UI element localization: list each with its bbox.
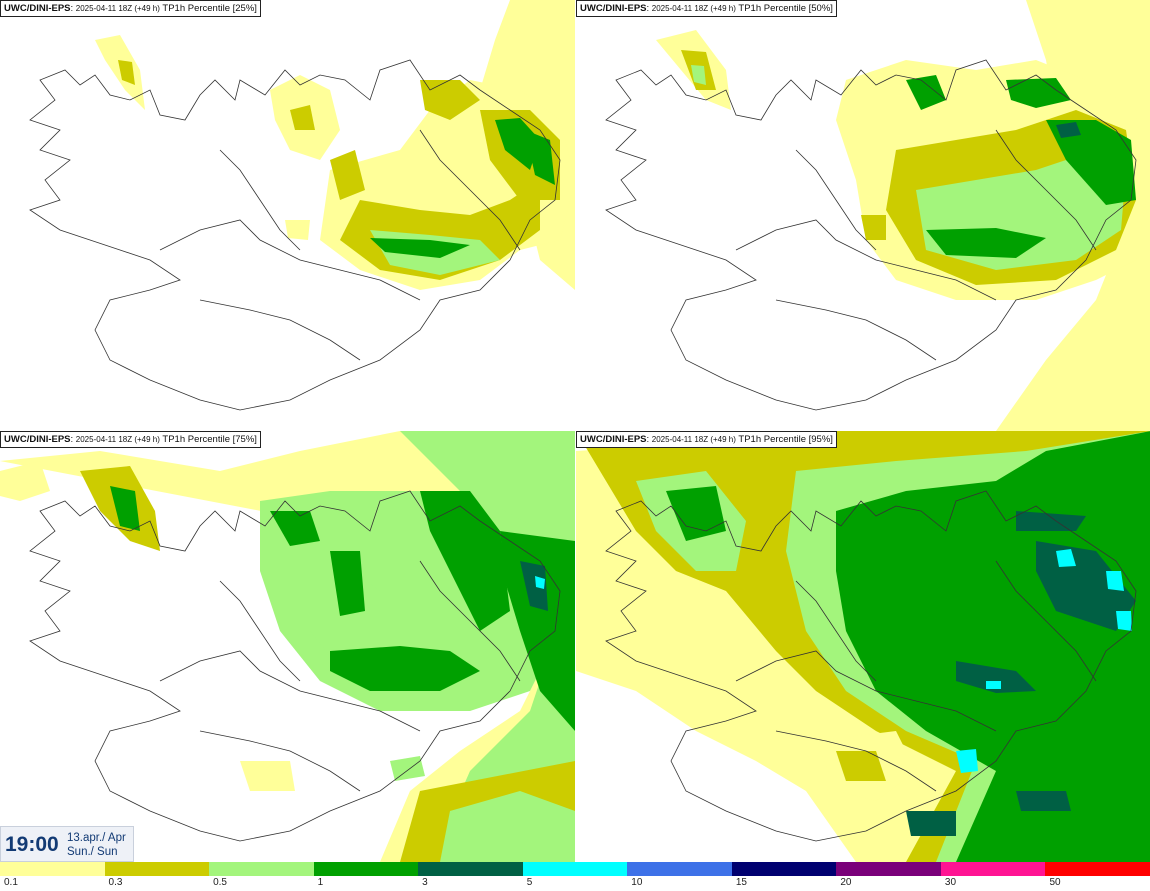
panel-title: UWC/DINI-EPS: 2025-04-11 18Z (+49 h) TP1…: [0, 431, 261, 448]
legend-swatch: [104, 862, 210, 876]
legend-swatch: [313, 862, 419, 876]
coastline: [29, 490, 561, 842]
legend-label: 20: [840, 877, 852, 888]
valid-time-box: 19:00 13.apr./ Apr Sun./ Sun: [0, 826, 134, 862]
valid-date: 13.apr./ Apr Sun./ Sun: [67, 831, 126, 859]
field-label: TP1h Percentile [75%]: [162, 434, 257, 445]
map-canvas: [576, 431, 1150, 862]
run-time: 2025-04-11 18Z (+49 h): [651, 4, 736, 13]
model-name: UWC/DINI-EPS: [580, 3, 647, 14]
legend-label: 10: [631, 877, 643, 888]
map-canvas: [0, 431, 575, 862]
panel-title: UWC/DINI-EPS: 2025-04-11 18Z (+49 h) TP1…: [576, 0, 837, 17]
run-time: 2025-04-11 18Z (+49 h): [75, 435, 160, 444]
color-legend-labels: 0.1 0.3 0.5 1 3 5 10 15 20 30 50: [0, 876, 1150, 891]
valid-day-line: Sun./ Sun: [67, 846, 118, 858]
legend-label: 3: [422, 877, 428, 888]
legend-label: 0.1: [4, 877, 18, 888]
legend-swatch: [836, 862, 941, 876]
legend-swatch: [940, 862, 1046, 876]
run-time: 2025-04-11 18Z (+49 h): [75, 4, 160, 13]
field-label: TP1h Percentile [25%]: [162, 3, 257, 14]
coastline: [605, 59, 1137, 411]
field-label: TP1h Percentile [95%]: [738, 434, 833, 445]
panel-title: UWC/DINI-EPS: 2025-04-11 18Z (+49 h) TP1…: [576, 431, 837, 448]
legend-swatch: [522, 862, 628, 876]
legend-label: 0.3: [108, 877, 123, 888]
valid-clock: 19:00: [5, 833, 59, 856]
coastline: [605, 490, 1137, 842]
legend-swatch: [1045, 862, 1150, 876]
model-name: UWC/DINI-EPS: [4, 434, 71, 445]
legend-swatch: [209, 862, 314, 876]
precip-fill: [576, 431, 1150, 862]
map-canvas: [605, 0, 1150, 431]
map-panel-p25: UWC/DINI-EPS: 2025-04-11 18Z (+49 h) TP1…: [0, 0, 575, 431]
legend-swatch: [731, 862, 837, 876]
model-name: UWC/DINI-EPS: [4, 3, 71, 14]
map-canvas: [29, 0, 575, 411]
precip-fill: [656, 0, 1150, 431]
map-panel-p75: UWC/DINI-EPS: 2025-04-11 18Z (+49 h) TP1…: [0, 431, 575, 862]
valid-date-line: 13.apr./ Apr: [67, 832, 126, 844]
precip-fill: [0, 431, 575, 862]
legend-label: 15: [735, 877, 747, 888]
map-panel-p50: UWC/DINI-EPS: 2025-04-11 18Z (+49 h) TP1…: [576, 0, 1150, 431]
run-time: 2025-04-11 18Z (+49 h): [651, 435, 736, 444]
legend-label: 0.5: [213, 877, 227, 888]
panel-title: UWC/DINI-EPS: 2025-04-11 18Z (+49 h) TP1…: [0, 0, 261, 17]
model-name: UWC/DINI-EPS: [580, 434, 647, 445]
legend-swatch: [0, 862, 105, 876]
coastline: [29, 59, 561, 411]
map-panel-p95: UWC/DINI-EPS: 2025-04-11 18Z (+49 h) TP1…: [576, 431, 1150, 862]
field-label: TP1h Percentile [50%]: [738, 3, 833, 14]
panel-divider: [575, 0, 576, 862]
legend-swatch: [627, 862, 732, 876]
legend-label: 1: [317, 877, 324, 888]
color-legend-bar: [0, 862, 1150, 876]
legend-label: 30: [944, 877, 957, 888]
legend-label: 50: [1049, 877, 1061, 888]
legend-label: 5: [526, 877, 533, 888]
legend-swatch: [418, 862, 523, 876]
